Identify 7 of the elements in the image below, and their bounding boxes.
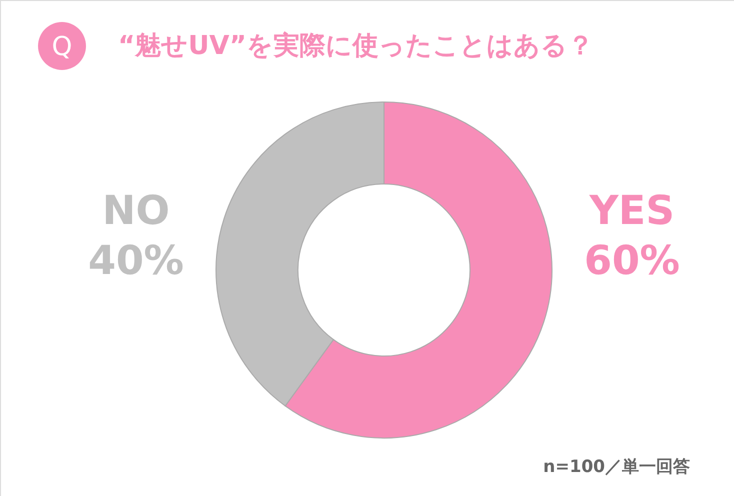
text: Q: [52, 32, 72, 62]
data-label: 40%: [88, 238, 184, 284]
data-label: 60%: [584, 238, 680, 284]
chart-title: “魅せUV”を実際に使ったことはある？: [118, 31, 594, 61]
slice-label: YES: [588, 188, 675, 234]
text: n=100／単一回答: [543, 457, 690, 477]
slice-label: NO: [102, 188, 170, 234]
